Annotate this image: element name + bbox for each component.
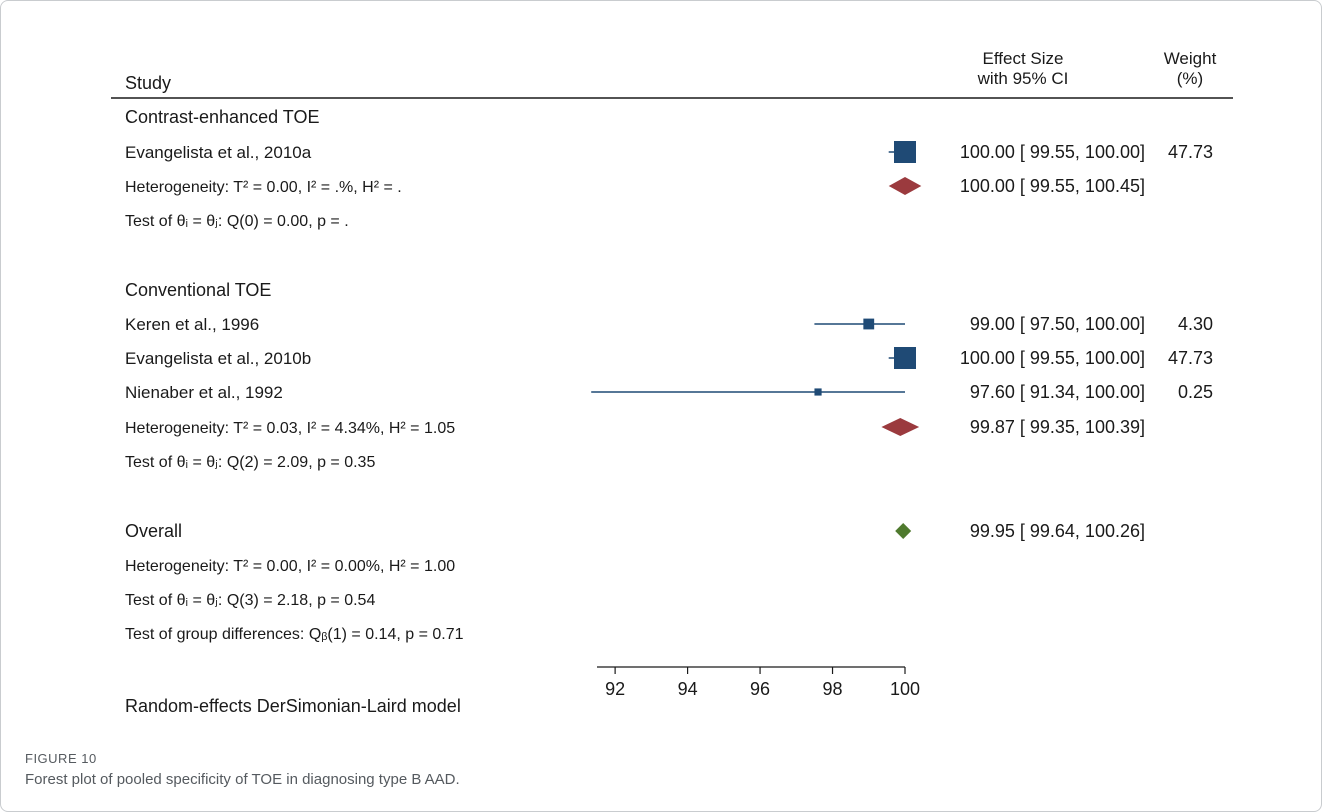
study-label: Nienaber et al., 1992 [125, 383, 283, 402]
overall-diamond [895, 523, 912, 539]
effect-value: 99.87 [ 99.35, 100.39] [970, 417, 1145, 437]
subgroup-diamond [888, 177, 922, 195]
stat-note: Test of θᵢ = θⱼ: Q(2) = 2.09, p = 0.35 [125, 454, 375, 471]
x-tick-label: 94 [678, 679, 698, 699]
figure-caption: Forest plot of pooled specificity of TOE… [25, 771, 460, 788]
weight-value: 47.73 [1168, 348, 1213, 368]
overall-label: Overall [125, 521, 182, 541]
x-tick-label: 100 [890, 679, 920, 699]
study-marker [863, 318, 875, 330]
stat-note: Heterogeneity: T² = 0.00, I² = 0.00%, H²… [125, 558, 455, 575]
study-label: Keren et al., 1996 [125, 315, 259, 334]
header-study: Study [125, 73, 171, 93]
study-label: Evangelista et al., 2010b [125, 349, 311, 368]
effect-value: 100.00 [ 99.55, 100.00] [960, 142, 1145, 162]
header-weight: Weight [1164, 49, 1217, 68]
stat-note: Heterogeneity: T² = 0.00, I² = .%, H² = … [125, 179, 402, 196]
x-tick-label: 96 [750, 679, 770, 699]
subgroup-diamond [881, 418, 920, 436]
x-tick-label: 92 [605, 679, 625, 699]
effect-value: 100.00 [ 99.55, 100.00] [960, 348, 1145, 368]
effect-value: 100.00 [ 99.55, 100.45] [960, 176, 1145, 196]
subgroup-label: Conventional TOE [125, 280, 271, 300]
stat-note: Test of group differences: Qᵦ(1) = 0.14,… [125, 626, 464, 643]
header-effect: Effect Size [983, 49, 1064, 68]
study-label: Evangelista et al., 2010a [125, 143, 312, 162]
figure-label: FIGURE 10 [25, 751, 97, 766]
header-effect-sub: with 95% CI [977, 69, 1069, 88]
effect-value: 97.60 [ 91.34, 100.00] [970, 382, 1145, 402]
stat-note: Test of θᵢ = θⱼ: Q(3) = 2.18, p = 0.54 [125, 592, 375, 609]
weight-value: 4.30 [1178, 314, 1213, 334]
stat-note: Test of θᵢ = θⱼ: Q(0) = 0.00, p = . [125, 213, 349, 230]
effect-value: 99.00 [ 97.50, 100.00] [970, 314, 1145, 334]
header-weight-sub: (%) [1177, 69, 1203, 88]
weight-value: 0.25 [1178, 382, 1213, 402]
subgroup-label: Contrast-enhanced TOE [125, 107, 319, 127]
weight-value: 47.73 [1168, 142, 1213, 162]
study-marker [894, 347, 916, 369]
stat-note: Heterogeneity: T² = 0.03, I² = 4.34%, H²… [125, 420, 455, 437]
model-note: Random-effects DerSimonian-Laird model [125, 696, 461, 716]
x-tick-label: 98 [823, 679, 843, 699]
study-marker [814, 388, 822, 396]
effect-value: 99.95 [ 99.64, 100.26] [970, 521, 1145, 541]
study-marker [894, 141, 916, 163]
